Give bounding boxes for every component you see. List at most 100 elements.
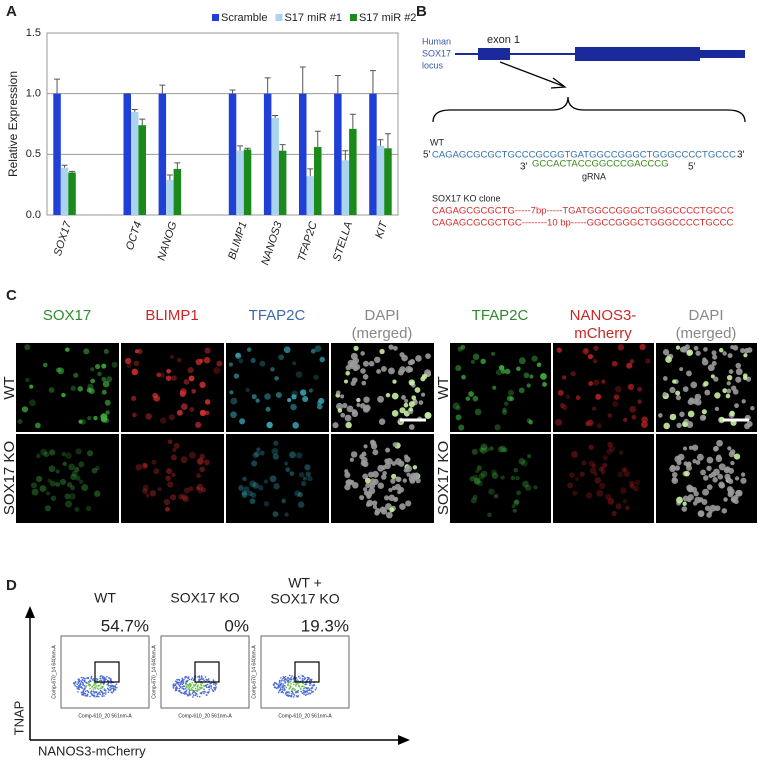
- cell: [704, 389, 711, 396]
- gate: [94, 661, 120, 683]
- cell: [241, 492, 248, 499]
- cell: [90, 367, 95, 372]
- flow-event: [86, 677, 88, 679]
- cell: [183, 379, 190, 385]
- flow-event: [210, 684, 212, 687]
- flow-event: [203, 688, 205, 691]
- cell: [199, 466, 205, 473]
- cell: [249, 498, 256, 505]
- cell: [143, 463, 148, 468]
- cell: [145, 493, 150, 498]
- flow-event: [200, 683, 202, 686]
- cell: [145, 413, 152, 420]
- flow-event: [92, 690, 94, 693]
- cell: [94, 490, 101, 497]
- flow-event: [195, 682, 198, 685]
- flow-event: [100, 687, 102, 690]
- cell: [377, 464, 385, 472]
- flow-event: [208, 686, 211, 689]
- cell: [163, 498, 171, 506]
- flow-event: [302, 675, 304, 677]
- flow-event: [84, 692, 87, 695]
- cell: [372, 470, 379, 478]
- flow-event: [274, 686, 277, 689]
- gate-percent: 19.3%: [301, 616, 349, 635]
- flow-event: [279, 681, 281, 684]
- flow-event: [181, 687, 184, 690]
- cell: [706, 465, 712, 471]
- cell: [714, 392, 721, 399]
- flow-event: [88, 685, 91, 687]
- cell: [682, 421, 688, 428]
- flow-axis-label: Comp-670_14 640nm-A: [151, 645, 157, 699]
- cell: [343, 379, 349, 384]
- flow-event: [315, 687, 318, 689]
- flow-event: [194, 687, 197, 690]
- cell: [503, 401, 509, 406]
- cell: [542, 382, 547, 387]
- cell: [60, 478, 67, 485]
- cell: [319, 356, 325, 363]
- flow-event: [209, 683, 211, 685]
- flow-event: [195, 693, 198, 695]
- cell: [594, 477, 602, 484]
- flow-event: [107, 684, 110, 687]
- arrow-head: [550, 77, 567, 89]
- flow-event: [184, 677, 186, 679]
- cell: [688, 445, 693, 450]
- cell: [409, 477, 416, 484]
- cell: [686, 370, 692, 377]
- cell: [337, 408, 343, 413]
- flow-event: [193, 694, 195, 697]
- cell: [620, 487, 627, 494]
- cell: [90, 378, 96, 384]
- cell: [263, 479, 268, 484]
- cell: [182, 496, 189, 503]
- cell: [176, 357, 182, 363]
- cell: [468, 391, 474, 397]
- flow-event: [297, 695, 300, 697]
- cell: [587, 354, 594, 360]
- cell: [363, 444, 368, 449]
- flow-event: [202, 690, 204, 693]
- flow-event: [188, 683, 191, 686]
- cell: [513, 467, 519, 473]
- flow-event: [92, 688, 95, 691]
- cell: [598, 482, 606, 490]
- flow-event: [174, 688, 177, 690]
- flow-event: [99, 679, 101, 682]
- cell: [361, 456, 368, 464]
- error-bar: [279, 144, 286, 151]
- cell: [734, 403, 739, 409]
- cell: [392, 345, 398, 351]
- cell: [521, 460, 528, 467]
- cell: [662, 349, 670, 356]
- flow-event: [177, 690, 180, 692]
- flow-event: [309, 692, 311, 695]
- cell: [195, 358, 202, 366]
- flow-event: [275, 687, 278, 690]
- cell: [727, 353, 733, 359]
- cell: [518, 387, 525, 394]
- cell: [283, 346, 291, 354]
- cell: [585, 492, 593, 499]
- cell: [575, 395, 581, 401]
- cell: [386, 511, 393, 519]
- flow-event: [104, 677, 106, 679]
- flow-event: [110, 687, 113, 690]
- cell: [68, 463, 76, 471]
- cell: [204, 347, 211, 354]
- flow-event: [300, 690, 303, 693]
- cell: [596, 489, 604, 497]
- cell: [629, 480, 635, 486]
- flow-event: [191, 677, 194, 679]
- cell: [618, 450, 624, 455]
- flow-event: [290, 676, 293, 679]
- cell: [723, 497, 728, 502]
- cell: [313, 374, 319, 380]
- flow-event: [98, 691, 100, 694]
- cell: [714, 406, 720, 412]
- cell: [637, 399, 642, 404]
- cell: [361, 451, 367, 457]
- micrograph: [553, 434, 654, 523]
